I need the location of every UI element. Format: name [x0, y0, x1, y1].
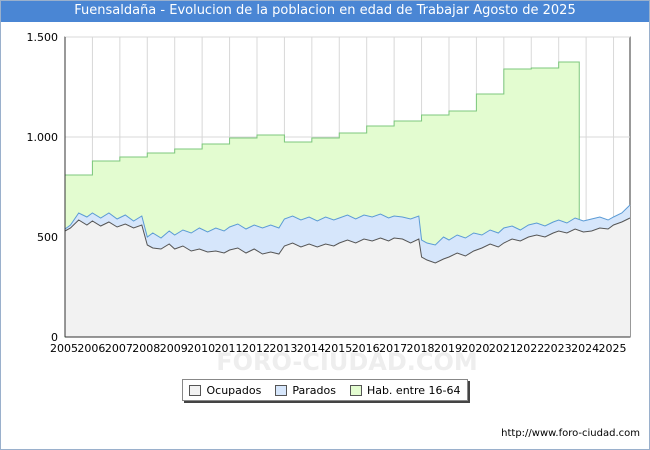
- ocupados-area: [65, 218, 630, 337]
- x-tick-label: 2024: [571, 342, 599, 355]
- x-tick-label: 2025: [599, 342, 627, 355]
- source-url[interactable]: http://www.foro-ciudad.com: [501, 428, 640, 439]
- ocupados-swatch: [189, 384, 202, 396]
- hab-swatch: [349, 384, 362, 396]
- y-tick-label: 0: [51, 331, 58, 344]
- x-tick-label: 2012: [242, 342, 270, 355]
- x-tick-label: 2023: [544, 342, 572, 355]
- series-areas: [64, 61, 631, 338]
- x-tick-label: 2018: [407, 342, 435, 355]
- chart-title: Fuensaldaña - Evolucion de la poblacion …: [0, 0, 650, 22]
- parados-line: [64, 204, 631, 246]
- legend: Ocupados Parados Hab. entre 16-64: [182, 379, 468, 401]
- watermark-text: FORO-CIUDAD.COM: [216, 348, 478, 376]
- y-tick-label: 1.000: [27, 131, 59, 144]
- x-tick-label: 2017: [379, 342, 407, 355]
- x-tick-label: 2014: [297, 342, 325, 355]
- x-tick-label: 2020: [461, 342, 489, 355]
- x-tick-label: 2006: [77, 342, 105, 355]
- x-tick-label: 2007: [105, 342, 133, 355]
- legend-label-hab: Hab. entre 16-64: [366, 383, 461, 397]
- legend-item-parados: Parados: [275, 384, 336, 397]
- ocupados-line: [64, 217, 631, 264]
- x-tick-label: 2013: [269, 342, 297, 355]
- legend-item-ocupados: Ocupados: [189, 384, 261, 397]
- x-tick-label: 2009: [160, 342, 188, 355]
- x-tick-label: 2015: [324, 342, 352, 355]
- x-tick-label: 2016: [352, 342, 380, 355]
- legend-label-ocupados: Ocupados: [206, 383, 262, 397]
- legend-label-parados: Parados: [292, 383, 336, 397]
- x-tick-label: 2021: [489, 342, 517, 355]
- x-tick-label: 2019: [434, 342, 462, 355]
- parados-swatch: [275, 384, 288, 396]
- x-tick-label: 2005: [50, 342, 78, 355]
- legend-item-hab: Hab. entre 16-64: [349, 383, 461, 397]
- x-tick-label: 2010: [187, 342, 215, 355]
- x-tick-label: 2022: [516, 342, 544, 355]
- x-tick-label: 2008: [132, 342, 160, 355]
- x-tick-label: 2011: [215, 342, 243, 355]
- y-tick-label: 500: [37, 231, 58, 244]
- y-tick-label: 1.500: [27, 31, 59, 44]
